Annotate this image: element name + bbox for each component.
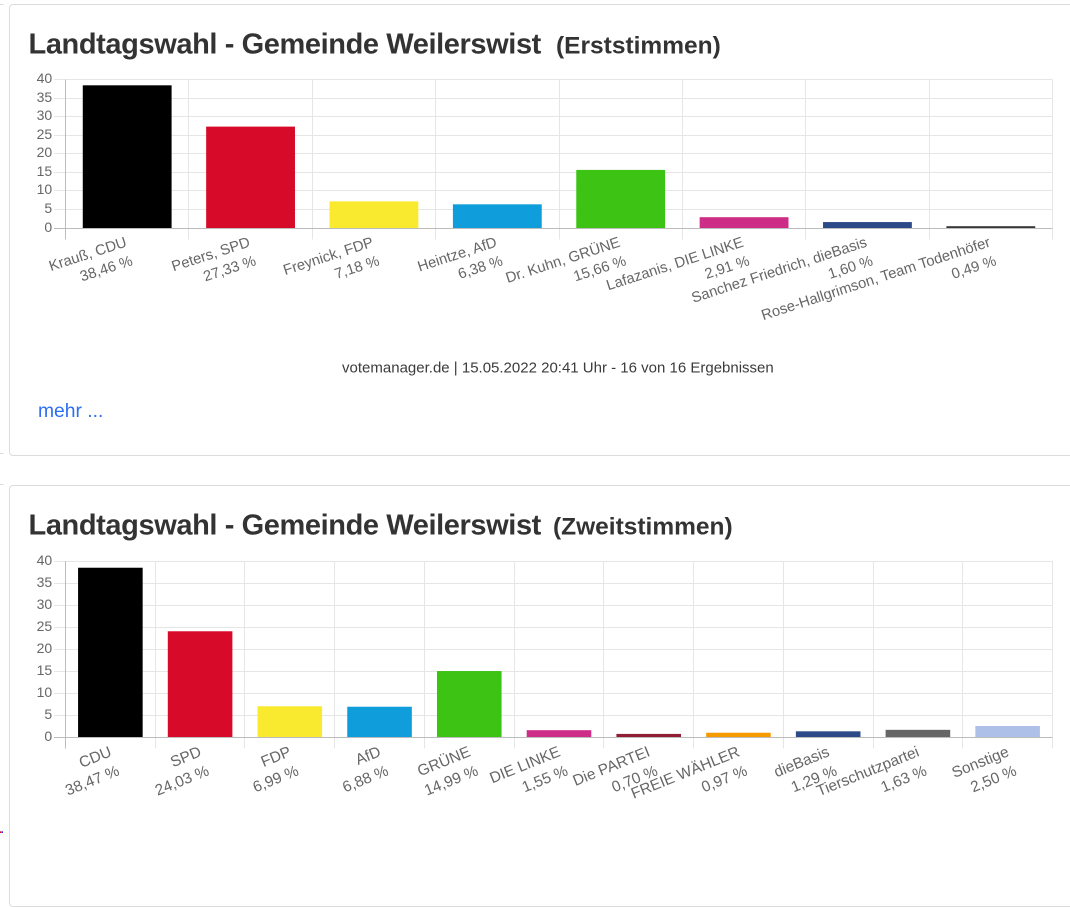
svg-text:10: 10 (37, 181, 53, 197)
svg-text:(Zweitstimmen): (Zweitstimmen) (553, 513, 733, 540)
svg-text:Landtagswahl - Gemeinde Weiler: Landtagswahl - Gemeinde Weilerswist (29, 509, 542, 541)
svg-text:35: 35 (37, 89, 53, 105)
svg-text:6,99 %: 6,99 % (250, 762, 301, 796)
svg-text:10: 10 (37, 684, 53, 700)
svg-text:20: 20 (37, 144, 53, 160)
svg-text:mehr ...: mehr ... (38, 401, 103, 422)
svg-text:40: 40 (37, 70, 53, 86)
svg-text:5: 5 (44, 200, 52, 216)
svg-text:40: 40 (37, 552, 53, 568)
svg-text:5: 5 (44, 706, 52, 722)
svg-text:20: 20 (37, 640, 53, 656)
svg-text:25: 25 (37, 126, 53, 142)
svg-text:35: 35 (37, 574, 53, 590)
svg-text:30: 30 (37, 596, 53, 612)
svg-text:Landtagswahl - Gemeinde Weiler: Landtagswahl - Gemeinde Weilerswist (29, 29, 542, 61)
svg-text:6,88 %: 6,88 % (340, 762, 391, 796)
svg-text:30: 30 (37, 107, 53, 123)
svg-text:25: 25 (37, 618, 53, 634)
svg-text:(Erststimmen): (Erststimmen) (556, 33, 721, 60)
svg-text:15: 15 (37, 163, 53, 179)
svg-text:0: 0 (44, 728, 52, 744)
svg-text:votemanager.de | 15.05.2022 20: votemanager.de | 15.05.2022 20:41 Uhr - … (342, 360, 774, 377)
svg-text:15: 15 (37, 662, 53, 678)
svg-text:0: 0 (44, 219, 52, 235)
